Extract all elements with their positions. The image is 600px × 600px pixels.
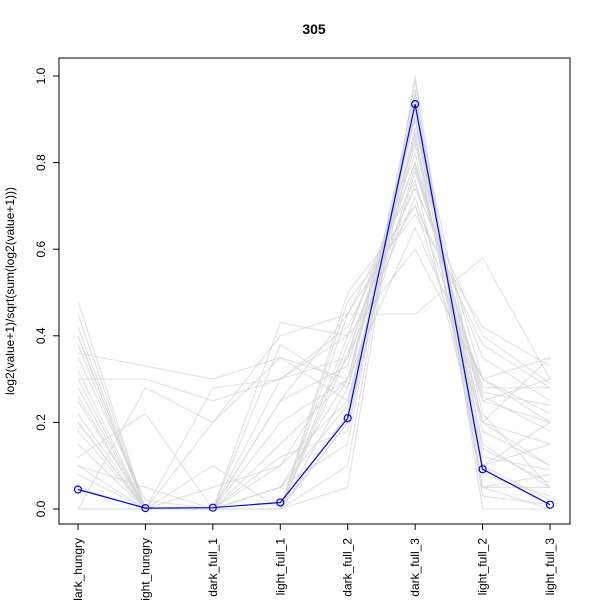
background-series-group — [77, 75, 551, 510]
highlight-series-line — [77, 103, 551, 509]
y-tick-label: 0.8 — [34, 154, 48, 171]
y-tick-label: 0.4 — [34, 327, 48, 344]
x-tick-label: dark_full_2 — [341, 538, 355, 597]
y-tick-label: 1.0 — [34, 67, 48, 84]
x-axis: dark_hungry light_hungry dark_full_1 light_… — [71, 523, 557, 600]
highlight-point — [545, 500, 555, 509]
background-series-line — [78, 257, 551, 510]
background-series-line — [77, 165, 551, 510]
background-series-line — [78, 195, 551, 402]
background-series-line — [78, 187, 551, 510]
chart-title: 305 — [302, 21, 326, 37]
x-tick-label: dark_hungry — [71, 538, 85, 600]
y-tick-label: 0.6 — [34, 241, 48, 258]
highlight-point — [411, 99, 420, 109]
x-tick-label: light_full_3 — [543, 538, 557, 596]
highlight-point — [343, 414, 352, 423]
highlight-point — [73, 485, 83, 494]
y-axis: 0.0 0.2 0.4 0.6 0.8 1.0 — [34, 67, 60, 517]
highlight-point — [478, 465, 487, 474]
highlight-point — [208, 503, 217, 512]
highlight-series-group — [73, 99, 555, 513]
background-series-line — [77, 169, 550, 510]
x-tick-label: light_hungry — [138, 538, 152, 600]
background-series-line — [77, 134, 551, 510]
x-tick-label: dark_full_1 — [206, 538, 220, 597]
highlight-point — [276, 498, 285, 507]
y-axis-label: log2(value+1)/sqrt(sum(log2(value+1))) — [3, 187, 17, 395]
background-series-line — [77, 160, 551, 510]
highlight-point — [141, 504, 150, 513]
y-tick-label: 0.2 — [34, 414, 48, 431]
x-tick-label: light_full_2 — [476, 538, 490, 596]
y-tick-label: 0.0 — [34, 500, 48, 517]
x-tick-label: dark_full_3 — [408, 538, 422, 597]
x-tick-label: light_full_1 — [273, 538, 287, 596]
